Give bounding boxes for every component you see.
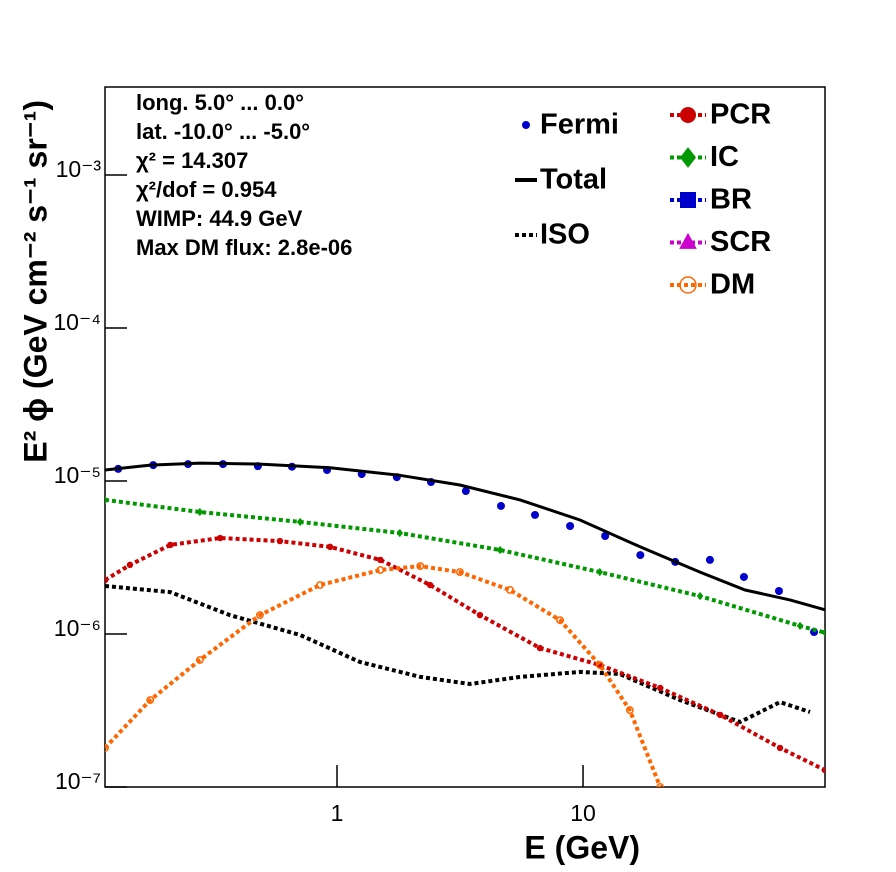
legend-label: ISO	[540, 219, 590, 251]
marker	[377, 556, 384, 564]
marker	[596, 567, 603, 577]
marker	[105, 495, 109, 505]
series-line	[105, 461, 825, 612]
annotation: χ² = 14.307	[136, 148, 248, 173]
marker	[146, 696, 155, 705]
marker	[696, 591, 704, 601]
marker	[531, 510, 540, 519]
legend-label: PCR	[710, 99, 771, 131]
legend-label: BR	[710, 184, 752, 216]
marker	[276, 537, 284, 545]
marker	[739, 572, 748, 581]
y-tick-label: 10⁻⁶	[54, 615, 101, 641]
marker	[705, 555, 714, 564]
marker	[716, 711, 724, 719]
marker	[566, 522, 575, 531]
marker	[680, 147, 696, 168]
marker	[196, 507, 204, 517]
marker	[601, 532, 610, 541]
marker	[167, 541, 174, 549]
annotation: χ²/dof = 0.954	[136, 177, 277, 202]
plot-frame	[104, 86, 826, 788]
marker	[821, 766, 825, 774]
marker	[506, 586, 514, 594]
marker	[416, 562, 425, 571]
marker	[522, 121, 530, 129]
series-line	[105, 584, 811, 725]
legend-label: Fermi	[540, 109, 619, 141]
marker	[636, 551, 645, 560]
legend-label: IC	[710, 141, 739, 173]
y-axis-label: E² ϕ (GeV cm⁻² s⁻¹ sr⁻¹)	[17, 100, 53, 463]
marker	[776, 744, 784, 752]
marker	[316, 581, 324, 589]
marker	[216, 534, 224, 542]
marker	[595, 661, 604, 669]
y-tick-label: 10⁻³	[56, 156, 102, 182]
marker	[625, 706, 634, 715]
marker	[455, 568, 464, 577]
marker	[496, 545, 504, 555]
marker	[556, 616, 565, 625]
legend-label: Total	[540, 164, 607, 196]
annotation: Max DM flux: 2.8e-06	[136, 235, 352, 260]
series-line	[105, 535, 825, 772]
legend-label: SCR	[710, 226, 771, 258]
x-tick-label: 1	[331, 800, 344, 826]
marker	[679, 276, 697, 294]
annotation: long. 5.0° ... 0.0°	[136, 90, 304, 115]
x-tick-label: 10	[570, 800, 596, 826]
marker	[496, 501, 505, 510]
marker	[426, 581, 434, 589]
marker	[679, 232, 697, 249]
y-tick-label: 10⁻⁷	[55, 768, 101, 794]
marker	[680, 192, 696, 208]
annotation: lat. -10.0° ... -5.0°	[136, 119, 310, 144]
marker	[376, 566, 385, 574]
marker	[821, 628, 825, 637]
marker	[680, 107, 696, 123]
marker	[656, 783, 665, 787]
curves	[105, 460, 825, 787]
marker	[774, 587, 783, 596]
marker	[255, 611, 264, 620]
series-line	[105, 564, 663, 787]
y-tick-label: 10⁻⁵	[54, 462, 101, 488]
marker	[326, 543, 334, 551]
marker	[126, 561, 134, 569]
legend-label: DM	[710, 269, 755, 301]
marker	[195, 656, 204, 664]
annotation: WIMP: 44.9 GeV	[136, 206, 303, 231]
marker	[461, 487, 470, 496]
y-tick-label: 10⁻⁴	[53, 309, 101, 335]
x-axis-label: E (GeV)	[524, 829, 640, 865]
marker	[105, 743, 109, 752]
marker	[536, 644, 544, 652]
series-line	[105, 497, 825, 635]
marker	[476, 611, 484, 619]
marker	[796, 621, 804, 631]
marker	[296, 517, 304, 527]
marker	[657, 684, 664, 692]
marker	[396, 528, 404, 538]
marker	[105, 576, 109, 584]
